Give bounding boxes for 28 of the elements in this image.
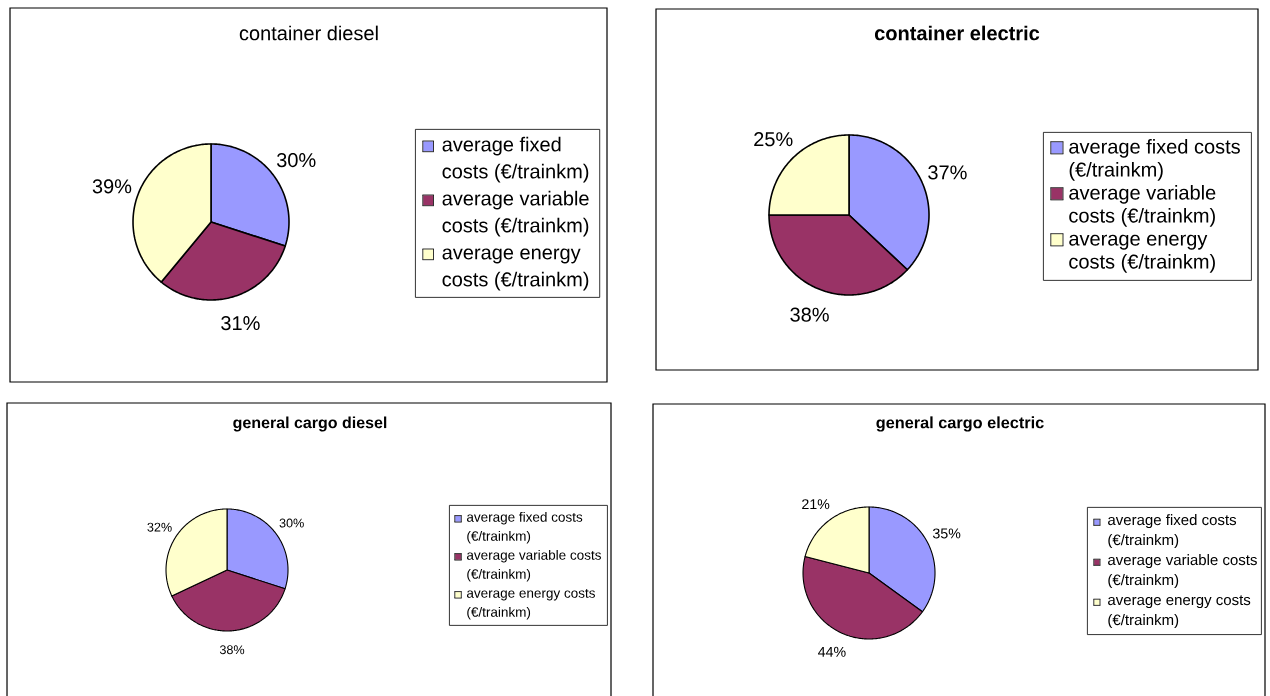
legend-label: average variable costs (€/trainkm) — [466, 549, 601, 582]
data-label: 44% — [818, 646, 846, 657]
legend-label: average energy costs (€/trainkm) — [1108, 595, 1251, 629]
data-label: 35% — [932, 528, 961, 539]
data-label: 32% — [147, 522, 172, 532]
legend-label: average variable costs (€/trainkm) — [1108, 554, 1257, 589]
legend-label: average energy costs (€/trainkm) — [442, 248, 589, 291]
data-label: 31% — [221, 316, 260, 331]
data-label: 38% — [790, 307, 829, 322]
chart-title: container diesel — [239, 25, 378, 41]
legend-label: average energy costs (€/trainkm) — [1069, 234, 1215, 273]
legend-label: average fixed costs (€/trainkm) — [1069, 138, 1240, 181]
chart-title: general cargo electric — [876, 416, 1044, 432]
data-label: 25% — [754, 132, 793, 147]
chart-title: general cargo diesel — [233, 416, 387, 432]
data-label: 37% — [928, 165, 967, 180]
legend-label: average fixed costs (€/trainkm) — [1108, 514, 1237, 549]
legend-label: average energy costs (€/trainkm) — [466, 588, 595, 620]
legend-label: average fixed costs (€/trainkm) — [466, 511, 583, 544]
data-label: 21% — [802, 499, 830, 510]
legend-label: average variable costs (€/trainkm) — [1069, 184, 1216, 227]
data-label: 38% — [219, 645, 245, 655]
data-label: 39% — [92, 179, 132, 194]
legend-label: average fixed costs (€/trainkm) — [442, 136, 589, 183]
legend-label: average variable costs (€/trainkm) — [442, 190, 589, 237]
data-label: 30% — [279, 518, 304, 528]
data-label: 30% — [276, 153, 316, 168]
chart-title: container electric — [874, 25, 1040, 41]
